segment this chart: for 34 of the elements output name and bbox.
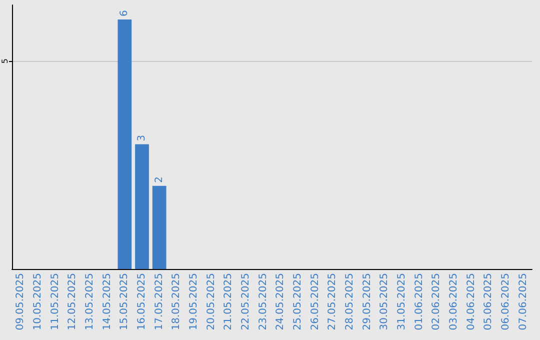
x-tick-label: 04.06.2025 [466,273,477,330]
x-tick-label: 25.05.2025 [292,273,304,330]
x-tick-label: 30.05.2025 [379,273,390,330]
x-tick-label: 13.05.2025 [84,273,96,330]
data-label: 6 [119,10,130,17]
y-tick-label: 5 [0,58,10,64]
x-tick-label: 28.05.2025 [344,273,356,330]
x-tick-label: 12.05.2025 [67,273,78,330]
x-tick-label: 03.06.2025 [448,273,460,330]
x-tick-label: 20.05.2025 [206,273,217,330]
x-tick-label: 05.06.2025 [483,273,494,330]
data-label: 3 [136,134,148,142]
x-tick-label: 02.06.2025 [431,273,442,330]
x-tick-label: 15.05.2025 [119,273,130,330]
x-tick-label: 19.05.2025 [188,273,200,330]
x-tick-label: 10.05.2025 [32,273,44,330]
x-tick-label: 27.05.2025 [327,273,338,330]
x-tick-label: 23.05.2025 [258,273,269,330]
x-tick-label: 22.05.2025 [240,273,252,330]
x-tick-label: 07.06.2025 [518,273,529,330]
x-tick-label: 14.05.2025 [102,273,113,330]
x-tick-label: 31.05.2025 [396,273,408,330]
x-tick-label: 09.05.2025 [15,273,26,330]
x-tick-label: 18.05.2025 [171,273,182,330]
x-tick-label: 21.05.2025 [223,273,234,330]
x-tick-label: 24.05.2025 [275,273,286,330]
x-tick-label: 11.05.2025 [50,273,61,330]
x-tick-label: 29.05.2025 [362,273,373,330]
x-tick-label: 26.05.2025 [310,273,321,330]
x-tick-label: 16.05.2025 [136,273,148,330]
data-label: 2 [154,176,165,183]
x-tick-label: 17.05.2025 [154,273,165,330]
x-tick-label: 06.06.2025 [500,273,512,330]
x-tick-label: 01.06.2025 [414,273,425,330]
